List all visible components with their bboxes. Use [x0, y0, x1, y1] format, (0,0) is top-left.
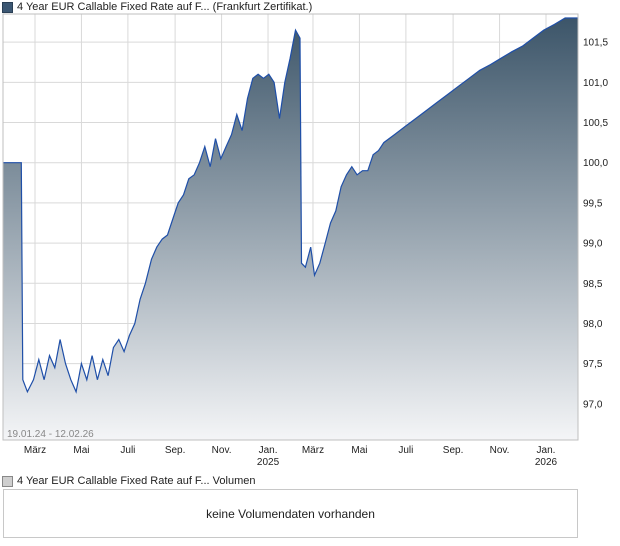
y-tick-label: 101,0 [583, 78, 608, 89]
volume-empty-message: keine Volumendaten vorhanden [206, 506, 375, 521]
x-tick-label: Mai [351, 445, 367, 456]
plot-frame [2, 13, 579, 441]
x-tick-year-label: 2026 [535, 457, 558, 468]
x-tick-label: März [24, 445, 46, 456]
x-tick-label: Juli [398, 445, 413, 456]
x-tick-label: Mai [73, 445, 89, 456]
y-tick-label: 98,5 [583, 279, 603, 290]
volume-panel: keine Volumendaten vorhanden [3, 489, 578, 538]
x-tick-label: Nov. [212, 445, 232, 456]
price-legend-label: 4 Year EUR Callable Fixed Rate auf F... … [17, 1, 313, 13]
y-tick-label: 97,5 [583, 359, 603, 370]
date-range-label: 19.01.24 - 12.02.26 [7, 429, 94, 440]
y-tick-label: 100,5 [583, 118, 608, 129]
price-line [3, 17, 578, 394]
y-tick-label: 101,5 [583, 38, 608, 49]
price-series-swatch [2, 1, 13, 13]
x-tick-label: Jan. [259, 445, 278, 456]
y-tick-label: 99,5 [583, 198, 603, 209]
y-tick-label: 98,0 [583, 319, 603, 330]
y-tick-label: 97,0 [583, 399, 603, 410]
x-tick-label: Sep. [165, 445, 186, 456]
x-tick-label: Nov. [490, 445, 510, 456]
volume-legend-label: 4 Year EUR Callable Fixed Rate auf F... … [17, 475, 256, 487]
x-tick-label: März [302, 445, 324, 456]
x-tick-label: Sep. [443, 445, 464, 456]
price-legend: 4 Year EUR Callable Fixed Rate auf F... … [2, 0, 312, 14]
price-chart: 97,0 97,5 98,0 98,5 99,0 99,5 100,0 100,5 101,0 1… [2, 13, 608, 468]
y-tick-label: 99,0 [583, 239, 603, 250]
x-tick-year-label: 2025 [257, 457, 280, 468]
y-tick-label: 100,0 [583, 158, 608, 169]
x-tick-label: Jan. [537, 445, 556, 456]
volume-series-swatch [2, 475, 13, 487]
price-area [3, 18, 578, 440]
volume-legend: 4 Year EUR Callable Fixed Rate auf F... … [2, 474, 255, 488]
x-tick-label: Juli [120, 445, 135, 456]
